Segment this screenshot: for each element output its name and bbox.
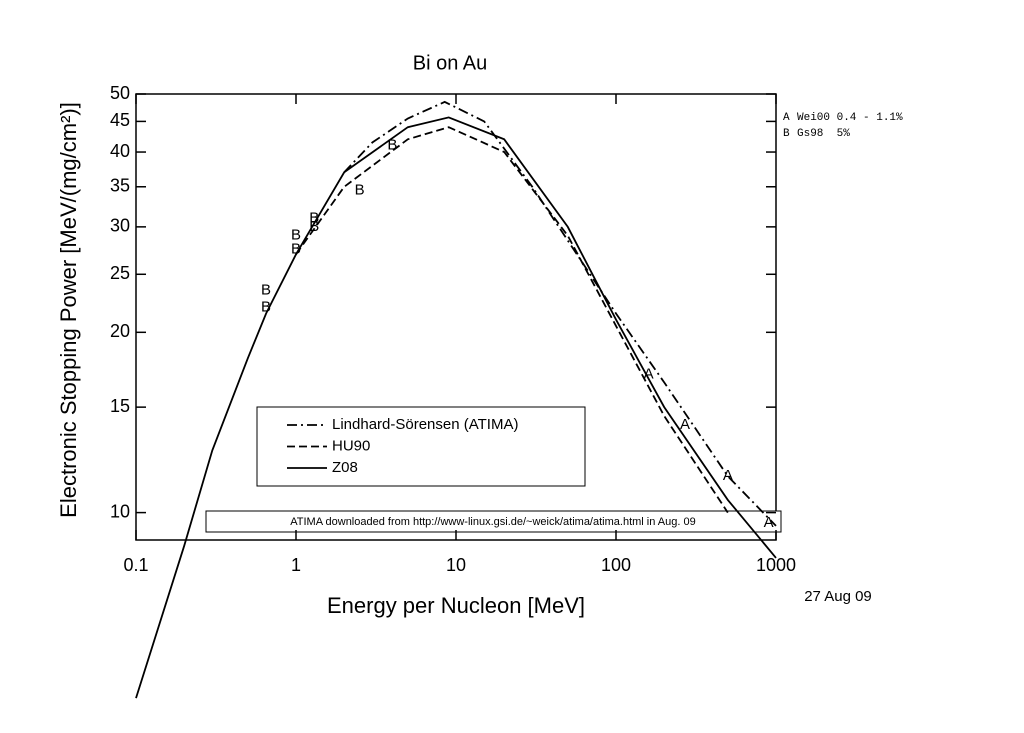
y-tick-label: 50 <box>110 83 130 103</box>
point-marker: B <box>261 298 271 315</box>
y-axis-label: Electronic Stopping Power [MeV/(mg/cm²)] <box>56 102 81 518</box>
note-box <box>205 510 782 533</box>
note: ATIMA downloaded from http://www-linux.g… <box>290 516 695 528</box>
point-marker: B <box>355 181 365 198</box>
y-tick-label: 30 <box>110 216 130 236</box>
point-marker: B <box>309 209 319 226</box>
y-tick-label: 35 <box>110 176 130 196</box>
y-tick-label: 10 <box>110 501 130 521</box>
legend-label: HU90 <box>332 437 370 454</box>
y-tick-label: 15 <box>110 396 130 416</box>
point-marker: B <box>261 281 271 298</box>
x-tick-label: 1000 <box>756 555 796 575</box>
point-marker: B <box>387 137 397 154</box>
x-axis-label: Energy per Nucleon [MeV] <box>327 593 585 618</box>
chart-title: Bi on Au <box>413 52 488 74</box>
point-marker: A <box>723 467 733 484</box>
annotation-marker: A <box>783 112 790 124</box>
point-marker: A <box>644 366 654 383</box>
y-tick-label: 25 <box>110 263 130 283</box>
annotation-marker: B <box>783 128 790 140</box>
annotation-label: Wei00 0.4 - 1.1% <box>797 112 903 124</box>
point-marker: A <box>680 416 690 433</box>
point-marker: B <box>291 240 301 257</box>
line <box>343 100 777 527</box>
y-tick-label: 45 <box>110 110 130 130</box>
legend-label: Lindhard-Sörensen (ATIMA) <box>332 416 518 433</box>
y-tick-label: 20 <box>110 321 130 341</box>
point-marker: A <box>764 514 774 531</box>
x-tick-label: 10 <box>446 555 466 575</box>
line <box>135 116 777 699</box>
x-tick-label: 0.1 <box>123 555 148 575</box>
point-marker: B <box>309 218 319 235</box>
x-tick-label: 100 <box>601 555 631 575</box>
point-marker: B <box>291 227 301 244</box>
annotation-label: Gs98 5% <box>797 128 850 140</box>
legend-label: Z08 <box>332 459 358 476</box>
x-tick-label: 1 <box>291 555 301 575</box>
y-tick-label: 40 <box>110 141 130 161</box>
line <box>295 126 729 514</box>
date: 27 Aug 09 <box>804 588 872 605</box>
